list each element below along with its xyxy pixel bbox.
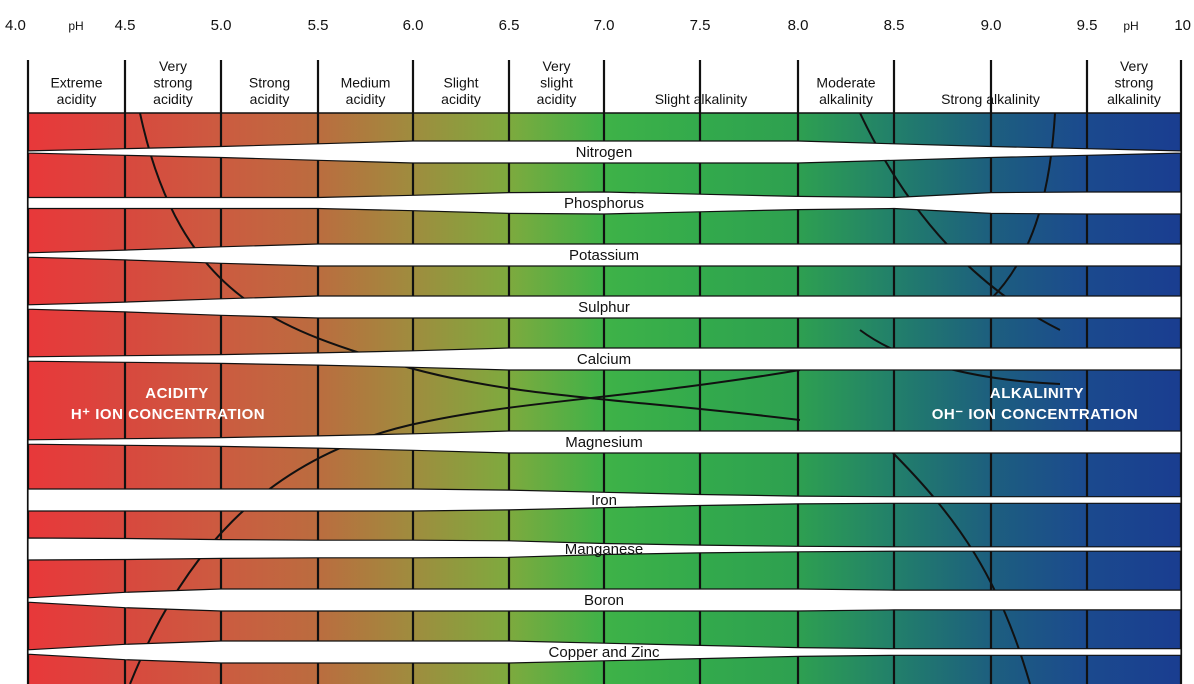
zone-label: acidity	[57, 91, 97, 107]
zone-label: Moderate	[816, 75, 875, 91]
ph-unit-left: pH	[68, 19, 83, 33]
zone-label: acidity	[250, 91, 290, 107]
nutrient-band	[27, 537, 1182, 561]
acidity-zone-labels: ExtremeacidityVerystrongacidityStrongaci…	[50, 58, 1160, 107]
concentration-curve	[989, 113, 1056, 301]
zone-label: Slight alkalinity	[655, 91, 748, 107]
ph-tick-label: 4.0	[5, 17, 26, 34]
ph-tick-label: 4.5	[115, 17, 136, 34]
ph-tick-label: 8.5	[884, 17, 905, 34]
zone-label: Strong	[249, 75, 290, 91]
nutrient-label: Magnesium	[565, 434, 643, 451]
ph-tick-label: 5.0	[211, 17, 232, 34]
nutrient-band	[27, 430, 1182, 454]
ph-tick-label: 8.0	[788, 17, 809, 34]
nutrient-label: Phosphorus	[564, 195, 644, 212]
ph-tick-label: 9.0	[981, 17, 1002, 34]
concentration-curve	[139, 113, 801, 421]
zone-label: alkalinity	[819, 91, 873, 107]
ph-unit-right: pH	[1123, 19, 1138, 33]
h-ion-concentration-label: H⁺ ION CONCENTRATION	[71, 406, 265, 423]
ph-tick-labels: 4.0 4.5 5.0 5.5 6.0 6.5 7.0 7.5 8.0 8.5 9.0 9.5 10 pH…	[5, 17, 1191, 34]
ph-tick-label: 7.5	[690, 17, 711, 34]
nutrient-band	[27, 588, 1182, 612]
zone-label: alkalinity	[1107, 91, 1161, 107]
zone-label: acidity	[537, 91, 577, 107]
concentration-curve	[129, 369, 801, 684]
nutrient-band	[27, 140, 1182, 164]
zone-label: acidity	[441, 91, 481, 107]
zone-label: acidity	[346, 91, 386, 107]
nutrient-label: Nitrogen	[576, 144, 633, 161]
alkalinity-label: ALKALINITY	[990, 385, 1084, 402]
zone-label: Extreme	[50, 75, 102, 91]
zone-label: Very	[542, 58, 570, 74]
zone-label: Slight	[443, 75, 478, 91]
zone-label: Very	[1120, 58, 1148, 74]
nutrient-band	[27, 191, 1182, 215]
nutrient-band	[27, 488, 1182, 512]
zone-label: Very	[159, 58, 187, 74]
concentration-curve	[889, 449, 1031, 684]
nutrient-band	[27, 347, 1182, 371]
nutrient-label: Calcium	[577, 351, 631, 368]
zone-label: acidity	[153, 91, 193, 107]
nutrient-label: Iron	[591, 492, 617, 509]
nutrient-band	[27, 243, 1182, 267]
zone-label: Strong alkalinity	[941, 91, 1040, 107]
nutrient-band	[27, 640, 1182, 664]
ph-tick-label: 6.0	[403, 17, 424, 34]
oh-ion-concentration-label: OH⁻ ION CONCENTRATION	[932, 406, 1138, 423]
ph-tick-label: 5.5	[308, 17, 329, 34]
nutrient-label: Boron	[584, 592, 624, 609]
nutrient-label: Potassium	[569, 247, 639, 264]
nutrient-band	[27, 295, 1182, 319]
ph-tick-label: 7.0	[594, 17, 615, 34]
nutrient-bands: Nitrogen Phosphorus Potassium Sulphur Calciu…	[27, 140, 1182, 664]
zone-label: strong	[1115, 75, 1154, 91]
nutrient-label: Sulphur	[578, 299, 630, 316]
zone-label: strong	[154, 75, 193, 91]
nutrient-label: Copper and Zinc	[549, 644, 660, 661]
zone-label: slight	[540, 75, 573, 91]
ph-tick-label: 9.5	[1077, 17, 1098, 34]
acidity-label: ACIDITY	[145, 385, 209, 402]
ph-gridlines	[26, 60, 1183, 684]
zone-label: Medium	[341, 75, 391, 91]
ph-tick-label: 10	[1174, 17, 1191, 34]
ph-tick-label: 6.5	[499, 17, 520, 34]
nutrient-label: Manganese	[565, 541, 643, 558]
